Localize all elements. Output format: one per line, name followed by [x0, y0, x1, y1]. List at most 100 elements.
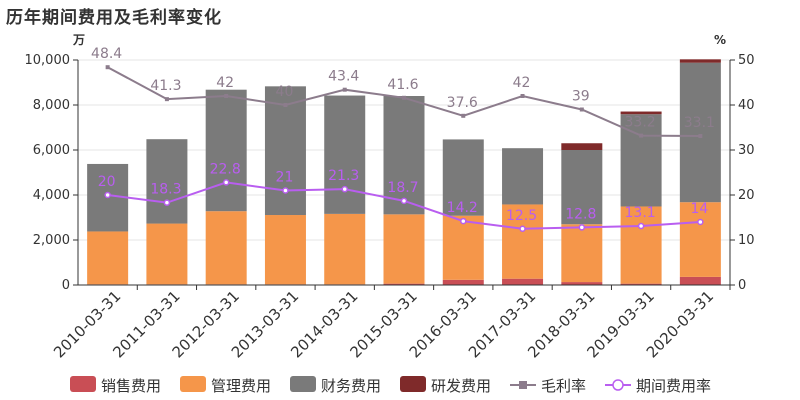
data-label: 33.2: [625, 115, 656, 131]
bar-segment: [679, 202, 721, 277]
data-label: 21.3: [328, 168, 359, 184]
bar-segment: [146, 223, 188, 285]
bar-segment: [502, 278, 544, 285]
line-point: [104, 191, 111, 199]
line-point: [282, 187, 289, 194]
legend-label: 销售费用: [101, 377, 161, 395]
y-right-unit: %: [714, 33, 726, 47]
data-label: 14: [690, 201, 708, 217]
y-right-tick-label: 20: [738, 188, 755, 203]
data-label: 37.6: [447, 95, 478, 111]
bar-segment: [205, 89, 247, 212]
data-label: 21: [276, 170, 294, 186]
bar-segment: [205, 211, 247, 285]
data-label: 42: [216, 75, 234, 91]
data-label: 41.3: [150, 78, 181, 94]
bar-segment: [561, 143, 603, 150]
y-right-tick-label: 0: [738, 278, 746, 293]
data-label: 12.5: [506, 208, 537, 224]
bar-segment: [383, 283, 425, 285]
line-point: [402, 95, 406, 100]
bar-segment: [324, 213, 366, 285]
bar-segment: [442, 139, 484, 216]
data-label: 33.1: [684, 115, 715, 131]
line-point: [222, 179, 230, 186]
bar-segment: [620, 206, 662, 284]
bar-segment: [442, 215, 484, 280]
y-left-tick-label: 8,000: [33, 98, 70, 113]
bar-segment: [679, 59, 721, 63]
line-point: [342, 87, 347, 92]
data-label: 12.8: [565, 206, 596, 222]
y-right-tick-label: 10: [738, 233, 755, 248]
bar-segment: [561, 150, 603, 225]
bar-segment: [502, 148, 544, 205]
legend-swatch: [290, 376, 316, 392]
line-point: [578, 224, 586, 231]
y-left-tick-label: 4,000: [33, 188, 70, 203]
bar-segment: [264, 215, 306, 285]
y-left-unit: 万: [72, 33, 85, 47]
legend-layer[interactable]: 销售费用 管理费用 财务费用 研发费用 毛利率 期间费用率: [70, 376, 711, 395]
data-label: 43.4: [328, 69, 359, 85]
line-point: [520, 94, 525, 98]
line-point: [639, 133, 644, 138]
bar-segment: [146, 139, 188, 224]
bar-segment: [442, 279, 484, 285]
line-point: [579, 107, 584, 112]
bar-segment: [561, 282, 603, 285]
legend-marker: [612, 379, 624, 391]
line-point: [283, 103, 288, 107]
data-label: 42: [513, 75, 531, 91]
line-point: [224, 94, 229, 98]
legend-swatch: [180, 376, 206, 392]
legend-label: 毛利率: [541, 377, 586, 395]
y-right-tick-label: 50: [738, 53, 755, 68]
line-point: [341, 185, 348, 193]
bar-segment: [679, 276, 721, 285]
y-left-tick-label: 6,000: [33, 143, 70, 158]
line-point: [461, 113, 466, 118]
bar-layer: [87, 59, 721, 285]
data-label: 20: [98, 174, 116, 190]
bar-segment: [679, 62, 721, 203]
legend-label: 财务费用: [321, 377, 381, 395]
line-point: [460, 217, 467, 225]
data-label: 41.6: [387, 77, 418, 93]
bar-segment: [561, 224, 603, 283]
line-layer: [104, 65, 704, 232]
data-label: 18.3: [150, 182, 181, 198]
line-point: [519, 225, 526, 232]
bar-segment: [383, 214, 425, 284]
line-point: [105, 65, 110, 70]
legend-label: 研发费用: [431, 377, 491, 395]
legend-swatch: [400, 376, 426, 392]
legend-swatch: [70, 376, 96, 392]
data-label: 18.7: [387, 180, 418, 196]
label-layer: 48.4 41.3 42 40 43.4 41.6 37.6 42 39 33.2 33.1 20 18…: [91, 46, 715, 224]
data-label: 40: [276, 84, 294, 100]
line-point: [400, 197, 408, 205]
y-left-tick-label: 0: [62, 278, 70, 293]
bar-segment: [87, 231, 129, 285]
data-label: 48.4: [91, 46, 122, 62]
bar-segment: [383, 96, 425, 215]
line-point: [698, 134, 703, 139]
bar-segment: [324, 95, 366, 214]
line-point: [163, 199, 171, 206]
legend-label: 期间费用率: [636, 377, 711, 395]
data-label: 14.2: [447, 200, 478, 216]
y-right-tick-label: 30: [738, 143, 755, 158]
y-right-tick-label: 40: [738, 98, 755, 113]
data-label: 39: [572, 89, 590, 105]
data-label: 22.8: [210, 161, 241, 177]
legend-marker: [519, 381, 527, 389]
bar-segment: [620, 111, 662, 115]
line-point: [697, 218, 704, 226]
y-left-tick-label: 10,000: [25, 53, 71, 68]
data-label: 13.1: [625, 205, 656, 221]
line-point: [164, 97, 169, 102]
legend-label: 管理费用: [211, 377, 271, 395]
bar-segment: [502, 204, 544, 279]
